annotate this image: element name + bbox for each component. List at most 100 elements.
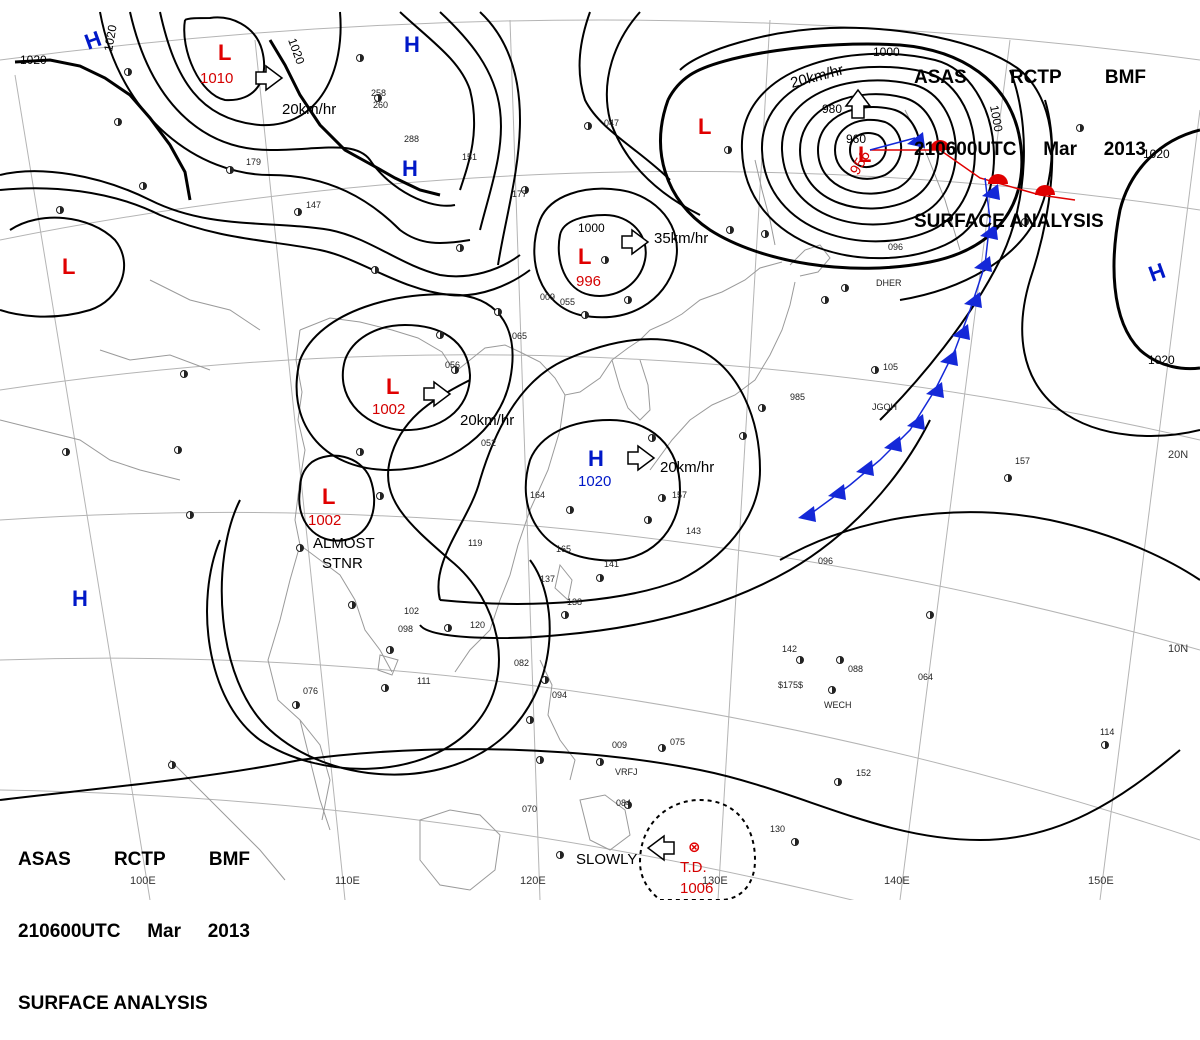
station-plot-cloud-cover <box>352 601 356 609</box>
header-bottom-line-3: SURFACE ANALYSIS <box>18 992 250 1016</box>
note-stnr: STNR <box>322 555 363 572</box>
station-plot-cloud-cover <box>298 208 302 216</box>
motion-arrow-east-1 <box>255 64 284 92</box>
station-plot-cloud-cover <box>540 756 544 764</box>
station-plots <box>56 54 1109 859</box>
motion-arrow-east-2 <box>423 380 452 408</box>
td-symbol: ⊗ <box>688 838 701 856</box>
header-bottom-left: ASAS RCTP BMF 210600UTC Mar 2013 SURFACE… <box>18 800 250 1040</box>
warm-front-semicircle <box>1035 185 1055 195</box>
isobar-north-2 <box>439 11 502 231</box>
station-pressure-reading: 052 <box>481 438 496 448</box>
isobar-996-ring-1000 <box>557 213 647 297</box>
station-pressure-reading: 064 <box>918 672 933 682</box>
station-plot-cloud-cover <box>585 311 589 319</box>
station-plot-cloud-cover <box>628 801 632 809</box>
motion-arrow-north <box>844 88 872 119</box>
isobars <box>0 11 1200 900</box>
low-symbol-996: L <box>578 244 591 269</box>
header-bottom-year: 2013 <box>207 921 250 942</box>
station-plot-cloud-cover <box>190 511 194 519</box>
station-pressure-reading: 260 <box>373 100 388 110</box>
station-pressure-reading: 055 <box>560 297 575 307</box>
lon-label-100e: 100E <box>130 875 156 887</box>
station-pressure-reading: 114 <box>1100 727 1114 737</box>
coast-river-1 <box>149 279 261 331</box>
header-bottom-month: Mar <box>147 921 181 942</box>
isobar-label-960: 960 <box>846 132 866 146</box>
station-pressure-reading: 084 <box>616 798 631 808</box>
station-plot-cloud-cover <box>652 434 656 442</box>
cold-front-barb <box>952 324 970 340</box>
cold-front-barb <box>974 256 992 272</box>
station-plot-cloud-cover <box>1080 124 1084 132</box>
station-plot-cloud-cover <box>360 448 364 456</box>
lat-label-10n: 10N <box>1168 643 1188 655</box>
station-code-175: $175$ <box>778 680 803 690</box>
high-symbol-north-2: H <box>402 156 418 181</box>
station-pressure-reading: 094 <box>552 690 567 700</box>
lon-line-120e <box>509 19 541 900</box>
station-plot-cloud-cover <box>570 506 574 514</box>
isobar-label-1000-a: 1000 <box>578 221 605 235</box>
header-bottom-station: RCTP <box>113 849 166 870</box>
header-bottom-agency: ASAS <box>18 849 71 870</box>
station-plot-cloud-cover <box>560 851 564 859</box>
station-pressure-reading: 096 <box>888 242 903 252</box>
note-almost: ALMOST <box>313 535 375 552</box>
station-code-vrfj: VRFJ <box>615 767 638 777</box>
lon-line-130e <box>717 19 771 900</box>
isobar-north-5 <box>605 11 701 216</box>
header-bottom-code: BMF <box>208 849 250 870</box>
speed-label-4: 35km/hr <box>654 230 708 247</box>
station-plot-cloud-cover <box>455 366 459 374</box>
station-pressure-reading: 151 <box>462 152 477 162</box>
lat-line-10s <box>0 789 855 900</box>
warm-front-semicircle <box>988 174 1008 184</box>
isobar-1020-east-top <box>1112 128 1200 371</box>
station-plot-cloud-cover <box>565 611 569 619</box>
station-plot-cloud-cover <box>605 256 609 264</box>
coast-sakhalin <box>754 159 776 246</box>
station-pressure-reading: 009 <box>612 740 627 750</box>
lon-line-150e <box>1099 109 1200 900</box>
lon-label-110e: 110E <box>335 875 360 887</box>
grid-labels: 100E 110E 120E 130E 140E 150E 20N 10N <box>130 449 1188 887</box>
station-plot-cloud-cover <box>765 230 769 238</box>
isobar-1020-top-left <box>14 58 192 201</box>
station-plot-cloud-cover <box>178 446 182 454</box>
station-pressure-reading: 009 <box>540 292 555 302</box>
station-pressure-reading: 179 <box>246 157 261 167</box>
warm-front-line <box>870 149 1076 201</box>
station-plot-cloud-cover <box>60 206 64 214</box>
low-symbol-west: L <box>62 254 75 279</box>
isobar-north-1 <box>399 11 476 191</box>
motion-arrows <box>255 64 872 862</box>
low-value-1002-north: 1002 <box>372 401 405 418</box>
station-pressure-reading: 137 <box>540 574 555 584</box>
station-plot-cloud-cover <box>728 146 732 154</box>
lat-line-40n <box>0 19 1200 61</box>
station-pressure-reading: 177 <box>512 189 527 199</box>
high-value-1020: 1020 <box>578 473 611 490</box>
isobar-label-1000-b: 1000 <box>873 45 900 59</box>
motion-arrow-west-td <box>646 834 675 862</box>
isobar-high-outer <box>437 338 762 605</box>
lon-label-120e: 120E <box>520 875 546 887</box>
station-pressure-reading: 119 <box>468 538 482 548</box>
isobar-nw-1 <box>159 11 342 127</box>
isobar-label-1020-a: 1020 <box>20 53 47 67</box>
isobar-956-r5 <box>780 79 957 226</box>
coast-taiwan <box>554 563 573 601</box>
header-top-station: RCTP <box>1009 67 1062 88</box>
station-plot-cloud-cover <box>378 94 382 102</box>
isobar-1000-outer2 <box>679 26 1053 301</box>
isobar-north-3 <box>479 11 522 266</box>
isobar-south-big-2 <box>220 499 551 776</box>
header-bottom-line-1: ASAS RCTP BMF <box>18 848 250 872</box>
header-top-year: 2013 <box>1103 139 1146 160</box>
station-plot-cloud-cover <box>845 284 849 292</box>
note-slowly: SLOWLY <box>576 851 637 868</box>
isobar-east-open <box>1021 99 1200 437</box>
station-pressure-reading: 258 <box>371 88 386 98</box>
